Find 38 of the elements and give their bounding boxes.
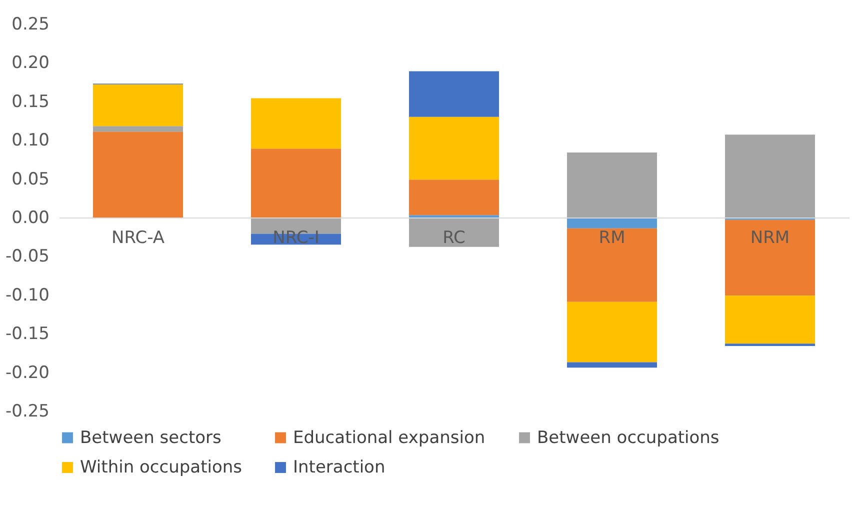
- y-tick-label: 0.00: [12, 208, 50, 228]
- y-tick-label: 0.15: [12, 92, 50, 112]
- y-tick-label: -0.10: [6, 285, 50, 306]
- x-tick-label: RM: [598, 228, 626, 248]
- bar: [567, 228, 657, 302]
- bar: [725, 134, 815, 218]
- bar: [567, 218, 657, 228]
- y-tick-label: 0.20: [12, 53, 50, 74]
- legend-label: Educational expansion: [293, 428, 486, 448]
- y-tick-label: 0.10: [12, 130, 50, 151]
- x-tick-label: RC: [442, 228, 466, 248]
- y-tick-label: -0.20: [6, 362, 50, 383]
- bar: [725, 220, 815, 296]
- bar: [567, 302, 657, 362]
- x-tick-label: NRC-I: [272, 228, 320, 248]
- bar: [567, 362, 657, 368]
- bar: [725, 296, 815, 344]
- bar: [409, 180, 499, 216]
- y-tick-label: 0.05: [12, 169, 50, 190]
- y-tick-label: -0.25: [6, 402, 50, 422]
- y-tick-label: -0.15: [6, 324, 50, 344]
- bar: [409, 71, 499, 117]
- legend-label: Interaction: [293, 458, 386, 478]
- bar: [251, 98, 341, 149]
- bar: [409, 218, 499, 247]
- x-tick-label: NRC-A: [112, 228, 165, 248]
- bar: [93, 132, 183, 218]
- legend-label: Between occupations: [537, 428, 720, 448]
- legend-label: Within occupations: [80, 458, 242, 478]
- bar: [93, 126, 183, 132]
- y-tick-label: 0.25: [12, 14, 50, 34]
- x-tick-label: NRM: [750, 228, 790, 248]
- y-tick-label: -0.05: [6, 246, 50, 267]
- bar: [567, 152, 657, 218]
- bar: [93, 84, 183, 126]
- bar: [409, 116, 499, 180]
- bar: [251, 148, 341, 218]
- legend-label: Between sectors: [80, 428, 222, 448]
